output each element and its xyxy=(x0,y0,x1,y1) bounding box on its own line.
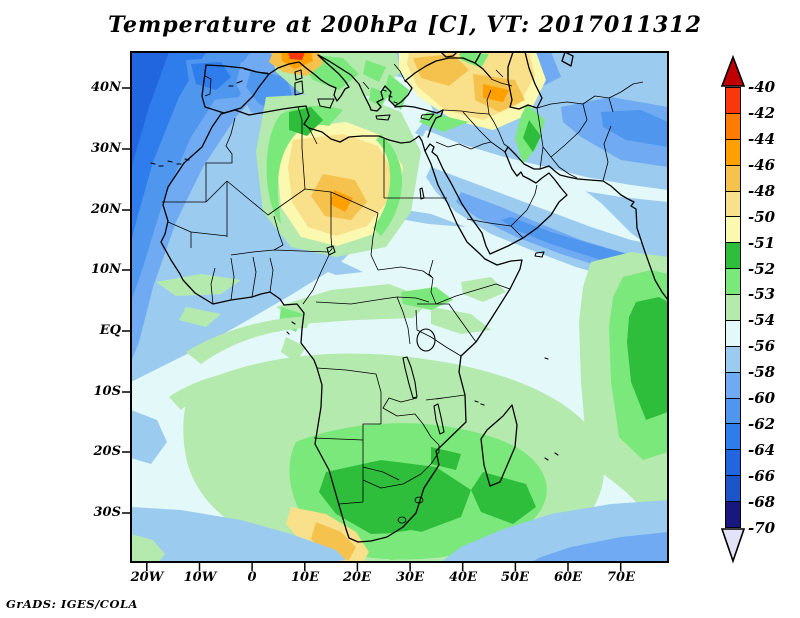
lon-label-20e: 20E xyxy=(343,570,371,585)
coastlines xyxy=(150,52,668,543)
cbar-label: -46 xyxy=(748,156,776,174)
cbar-label: -51 xyxy=(748,234,776,252)
lon-label-50e: 50E xyxy=(501,570,529,585)
lon-label-20w: 20W xyxy=(130,570,164,585)
lon-label-60e: 60E xyxy=(554,570,582,585)
axis-ticks xyxy=(122,87,622,571)
cbar-label: -70 xyxy=(748,519,776,537)
colorbar-segment xyxy=(726,372,740,399)
cbar-label: -53 xyxy=(748,285,776,303)
colorbar xyxy=(725,87,741,528)
colorbar-segment xyxy=(726,476,740,502)
map-canvas xyxy=(122,51,669,571)
colorbar-segment xyxy=(726,320,740,347)
country-borders xyxy=(162,63,644,524)
cbar-label: -42 xyxy=(748,104,776,122)
cbar-label: -56 xyxy=(748,337,776,355)
lat-label-10s: 10S xyxy=(93,384,121,399)
colorbar-segment xyxy=(726,450,740,477)
arabia-asia-coastline xyxy=(424,143,668,301)
lon-label-70e: 70E xyxy=(607,570,635,585)
map-frame xyxy=(122,51,669,571)
colorbar-segment xyxy=(726,295,740,321)
plot-title: Temperature at 200hPa [C], VT: 201701131… xyxy=(108,12,702,38)
lat-label-20n: 20N xyxy=(91,202,121,217)
cbar-label: -64 xyxy=(748,441,776,459)
cbar-label: -40 xyxy=(748,78,776,96)
lon-label-10w: 10W xyxy=(183,570,217,585)
colorbar-segment xyxy=(726,269,740,295)
lat-label-10n: 10N xyxy=(91,262,121,277)
colorbar-arrow-up xyxy=(720,54,746,87)
caspian-sea xyxy=(507,52,543,110)
lat-label-40n: 40N xyxy=(91,80,121,95)
cbar-label: -44 xyxy=(748,130,776,148)
colorbar-segment xyxy=(726,191,740,218)
lon-label-10e: 10E xyxy=(291,570,319,585)
cbar-label: -66 xyxy=(748,467,776,485)
colorbar-segment xyxy=(726,346,740,373)
islands xyxy=(150,69,559,461)
lakes xyxy=(326,187,445,435)
lon-label-0: 0 xyxy=(247,570,257,585)
cbar-label: -48 xyxy=(748,182,776,200)
colorbar-segment xyxy=(726,165,740,192)
lon-label-40e: 40E xyxy=(449,570,477,585)
lat-label-eq: EQ xyxy=(99,323,121,338)
lat-label-30s: 30S xyxy=(93,505,121,520)
colorbar-arrow-down xyxy=(720,528,746,564)
lat-label-20s: 20S xyxy=(93,444,121,459)
cbar-label: -50 xyxy=(748,208,776,226)
cbar-label: -54 xyxy=(748,311,776,329)
cbar-label: -68 xyxy=(748,493,776,511)
lon-label-30e: 30E xyxy=(396,570,424,585)
iberia-coastline xyxy=(201,64,270,114)
colorbar-segment xyxy=(726,139,740,166)
colorbar-segment xyxy=(726,88,740,114)
africa-coastline xyxy=(160,105,523,543)
colorbar-segment xyxy=(726,217,740,244)
lat-label-30n: 30N xyxy=(91,141,121,156)
grads-credit: GrADS: IGES/COLA xyxy=(6,597,138,611)
colorbar-segment xyxy=(726,398,740,425)
cbar-label: -60 xyxy=(748,389,776,407)
colorbar-segment xyxy=(726,424,740,451)
temperature-shading xyxy=(131,52,668,562)
aral-sea xyxy=(561,52,574,67)
cbar-label: -52 xyxy=(748,260,776,278)
colorbar-segment xyxy=(726,113,740,140)
cbar-label: -58 xyxy=(748,363,776,381)
colorbar-segment xyxy=(726,502,740,527)
madagascar-coastline xyxy=(480,404,518,487)
cbar-label: -62 xyxy=(748,415,776,433)
colorbar-segment xyxy=(726,243,740,270)
